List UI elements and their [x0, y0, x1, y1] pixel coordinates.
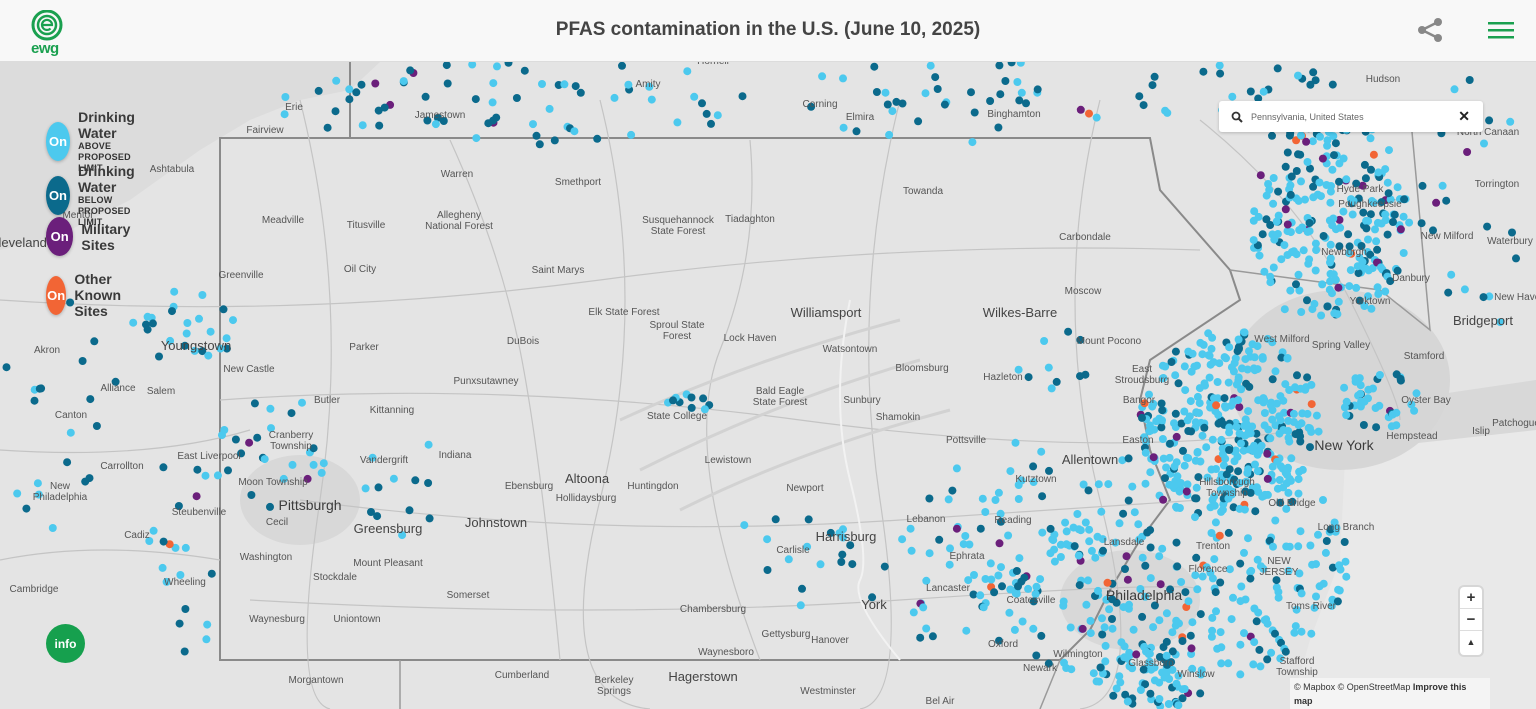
legend-item-other[interactable]: On Other Known Sites: [46, 271, 140, 319]
toggle-below-limit-button[interactable]: On: [46, 176, 70, 215]
toggle-military-button[interactable]: On: [46, 217, 74, 256]
map-attribution: © Mapbox © OpenStreetMap Improve this ma…: [1290, 678, 1490, 709]
hamburger-menu-icon[interactable]: [1488, 21, 1514, 39]
share-icon[interactable]: [1416, 17, 1444, 43]
page-title: PFAS contamination in the U.S. (June 10,…: [555, 19, 981, 40]
compass-button[interactable]: ▲: [1466, 637, 1476, 647]
info-button[interactable]: info: [46, 624, 85, 663]
legend-subtitle: BELOW PROPOSED LIMIT: [77, 195, 131, 227]
toggle-above-limit-button[interactable]: On: [46, 122, 71, 161]
ewg-logo-icon[interactable]: [30, 10, 64, 58]
legend-item-above-limit[interactable]: On Drinking Water ABOVE PROPOSED LIMIT: [46, 109, 150, 174]
clear-search-icon[interactable]: ✕: [1458, 108, 1470, 124]
location-search[interactable]: ✕: [1219, 101, 1483, 132]
map-canvas[interactable]: ErieFairviewJamestownAmityHornellCorning…: [0, 62, 1536, 709]
improve-map-link[interactable]: Improve this map: [1294, 682, 1467, 706]
legend-title: Drinking Water: [78, 109, 135, 141]
logo-text: ewg: [31, 40, 59, 57]
legend-title: Military Sites: [81, 220, 131, 253]
zoom-out-button[interactable]: −: [1460, 609, 1482, 631]
legend-item-military[interactable]: On Military Sites: [46, 217, 142, 256]
attribution-text: © Mapbox © OpenStreetMap: [1294, 682, 1411, 692]
basemap: [0, 62, 1536, 709]
legend-title: Drinking Water: [77, 163, 135, 195]
app-header: ewg PFAS contamination in the U.S. (June…: [0, 0, 1536, 62]
legend-title: Other Known Sites: [74, 271, 121, 319]
toggle-other-button[interactable]: On: [46, 275, 67, 315]
legend-item-below-limit[interactable]: On Drinking Water BELOW PROPOSED LIMIT: [46, 163, 150, 228]
search-input[interactable]: [1251, 111, 1451, 122]
search-icon: [1231, 111, 1243, 123]
map-zoom-controls: + − ▲: [1460, 587, 1482, 655]
zoom-in-button[interactable]: +: [1460, 587, 1482, 609]
legend-subtitle: ABOVE PROPOSED LIMIT: [78, 141, 131, 173]
